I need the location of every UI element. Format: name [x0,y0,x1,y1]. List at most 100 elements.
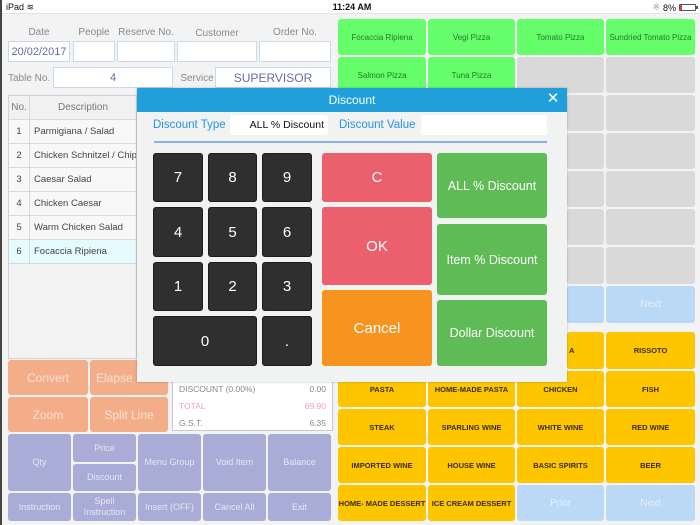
menu-group-button[interactable]: BEER [606,447,695,483]
menu-next-button[interactable]: Next [606,286,695,323]
people-field[interactable] [73,41,115,62]
discount-button[interactable]: Discount [73,464,136,491]
menu-item-button[interactable]: Focaccia Ripiena [338,19,426,55]
instruction-button[interactable]: Instruction [8,493,71,521]
row-description: Parmigiana / Salad [34,126,115,137]
table-row-selected[interactable]: 6 Focaccia Ripiena [9,240,136,264]
table-row[interactable]: 5 Warm Chicken Salad [9,216,136,240]
spell-instruction-button[interactable]: Spell Instruction [73,493,136,521]
column-header-no: No. [9,96,30,119]
key-0[interactable]: 0 [153,316,257,366]
menu-group-button[interactable]: WHITE WINE [517,409,604,445]
menu-group-button[interactable]: RISSOTO [606,332,695,369]
menu-group-button[interactable]: A [567,332,604,369]
empty-menu-slot [517,57,604,93]
menu-item-button[interactable]: Vegi Pizza [428,19,515,55]
item-percent-discount-button[interactable]: Item % Discount [437,224,547,295]
dollar-discount-button[interactable]: Dollar Discount [437,300,547,366]
table-row[interactable]: 1 Parmigiana / Salad [9,120,136,144]
order-items-table: No. Description 1 Parmigiana / Salad 2 C… [8,95,137,359]
dialog-title-bar: Discount ✕ [137,88,567,112]
key-1[interactable]: 1 [153,262,203,311]
all-percent-discount-button[interactable]: ALL % Discount [437,153,547,218]
menu-item-button[interactable]: Sundried Tomato Pizza [606,19,695,55]
menu-group-button[interactable]: IMPORTED WINE [338,447,426,483]
empty-menu-slot [606,57,695,93]
order-no-field[interactable] [259,41,331,62]
key-9[interactable]: 9 [262,153,312,202]
qty-button[interactable]: Qty [8,434,71,491]
separator [154,141,547,143]
void-item-button[interactable]: Void Item [203,434,266,491]
table-row[interactable]: 2 Chicken Schnitzel / Chips [9,144,136,168]
gst-label: G.S.T. [179,417,203,428]
menu-item-button[interactable]: Salmon Pizza [338,57,426,93]
empty-menu-slot [567,171,604,207]
menu-group-button[interactable]: HOME- MADE DESSERT [338,485,426,521]
empty-menu-slot [606,209,695,245]
empty-menu-slot [606,95,695,131]
table-no-field[interactable]: 4 [53,67,173,88]
empty-menu-slot [606,133,695,169]
wifi-icon: ≋ [26,2,35,12]
menu-group-button[interactable]: FISH [606,371,695,407]
customer-field[interactable] [177,41,257,62]
menu-group-button[interactable]: BASIC SPIRITS [517,447,604,483]
reserve-no-label: Reserve No. [118,27,174,38]
exit-button[interactable]: Exit [268,493,331,521]
status-bar: iPad ≋ 11:24 AM ※ 8% [2,0,700,14]
key-decimal[interactable]: . [262,316,312,366]
cancel-all-button[interactable]: Cancel All [203,493,266,521]
key-8[interactable]: 8 [208,153,257,202]
balance-button[interactable]: Balance [268,434,331,491]
menu-group-button[interactable]: SPARLING WINE [428,409,515,445]
key-2[interactable]: 2 [208,262,257,311]
close-icon[interactable]: ✕ [546,90,560,107]
table-row[interactable]: 4 Chicken Caesar [9,192,136,216]
key-6[interactable]: 6 [262,207,312,257]
menu-group-button[interactable]: HOUSE WINE [428,447,515,483]
reserve-no-field[interactable] [117,41,175,62]
menu-group-button[interactable]: Menu Group [138,434,201,491]
convert-button[interactable]: Convert [8,360,88,395]
key-4[interactable]: 4 [153,207,203,257]
device-status: iPad ≋ [6,2,34,13]
discount-type-field[interactable]: ALL % Discount [230,115,328,135]
menu-group-button[interactable]: ICE CREAM DESSERT [428,485,515,521]
group-next-button[interactable]: Next [606,485,695,521]
zoom-button[interactable]: Zoom [8,397,88,432]
group-prior-button[interactable]: Prior [517,485,604,521]
row-number: 6 [9,240,30,263]
menu-group-button[interactable]: STEAK [338,409,426,445]
key-5[interactable]: 5 [208,207,257,257]
menu-item-button[interactable]: Tomato Pizza [517,19,604,55]
empty-menu-slot [606,171,695,207]
customer-label: Customer [195,28,239,39]
table-row[interactable]: 3 Caesar Salad [9,168,136,192]
date-field[interactable]: 20/02/2017 [8,41,70,62]
key-3[interactable]: 3 [262,262,312,311]
cancel-button[interactable]: Cancel [322,290,432,366]
menu-item-button[interactable]: Tuna Pizza [428,57,515,93]
discount-value-label: Discount Value [339,119,416,131]
gst-row: G.S.T. 6.35 [173,414,332,431]
empty-menu-slot [567,95,604,131]
split-line-button[interactable]: Split Line [90,397,168,432]
price-button[interactable]: Price [73,434,136,462]
device-name: iPad [6,2,25,12]
discount-dialog: Discount ✕ Discount Type ALL % Discount … [137,88,567,382]
menu-group-button[interactable]: RED WINE [606,409,695,445]
dialog-title: Discount [328,93,376,107]
discount-value-field[interactable] [421,115,547,135]
gst-amount: 6.35 [309,417,326,428]
menu-prior-button[interactable]: r [561,286,604,323]
table-header: No. Description [9,96,136,120]
ok-button[interactable]: OK [322,207,432,285]
key-7[interactable]: 7 [153,153,203,202]
order-summary: DISCOUNT (0.00%) 0.00 TOTAL 69.90 G.S.T.… [172,379,333,431]
insert-toggle-button[interactable]: Insert (OFF) [138,493,201,521]
clear-button[interactable]: C [322,153,432,202]
discount-row: DISCOUNT (0.00%) 0.00 [173,380,332,397]
service-field[interactable]: SUPERVISOR [215,67,331,88]
order-no-label: Order No. [273,27,317,38]
